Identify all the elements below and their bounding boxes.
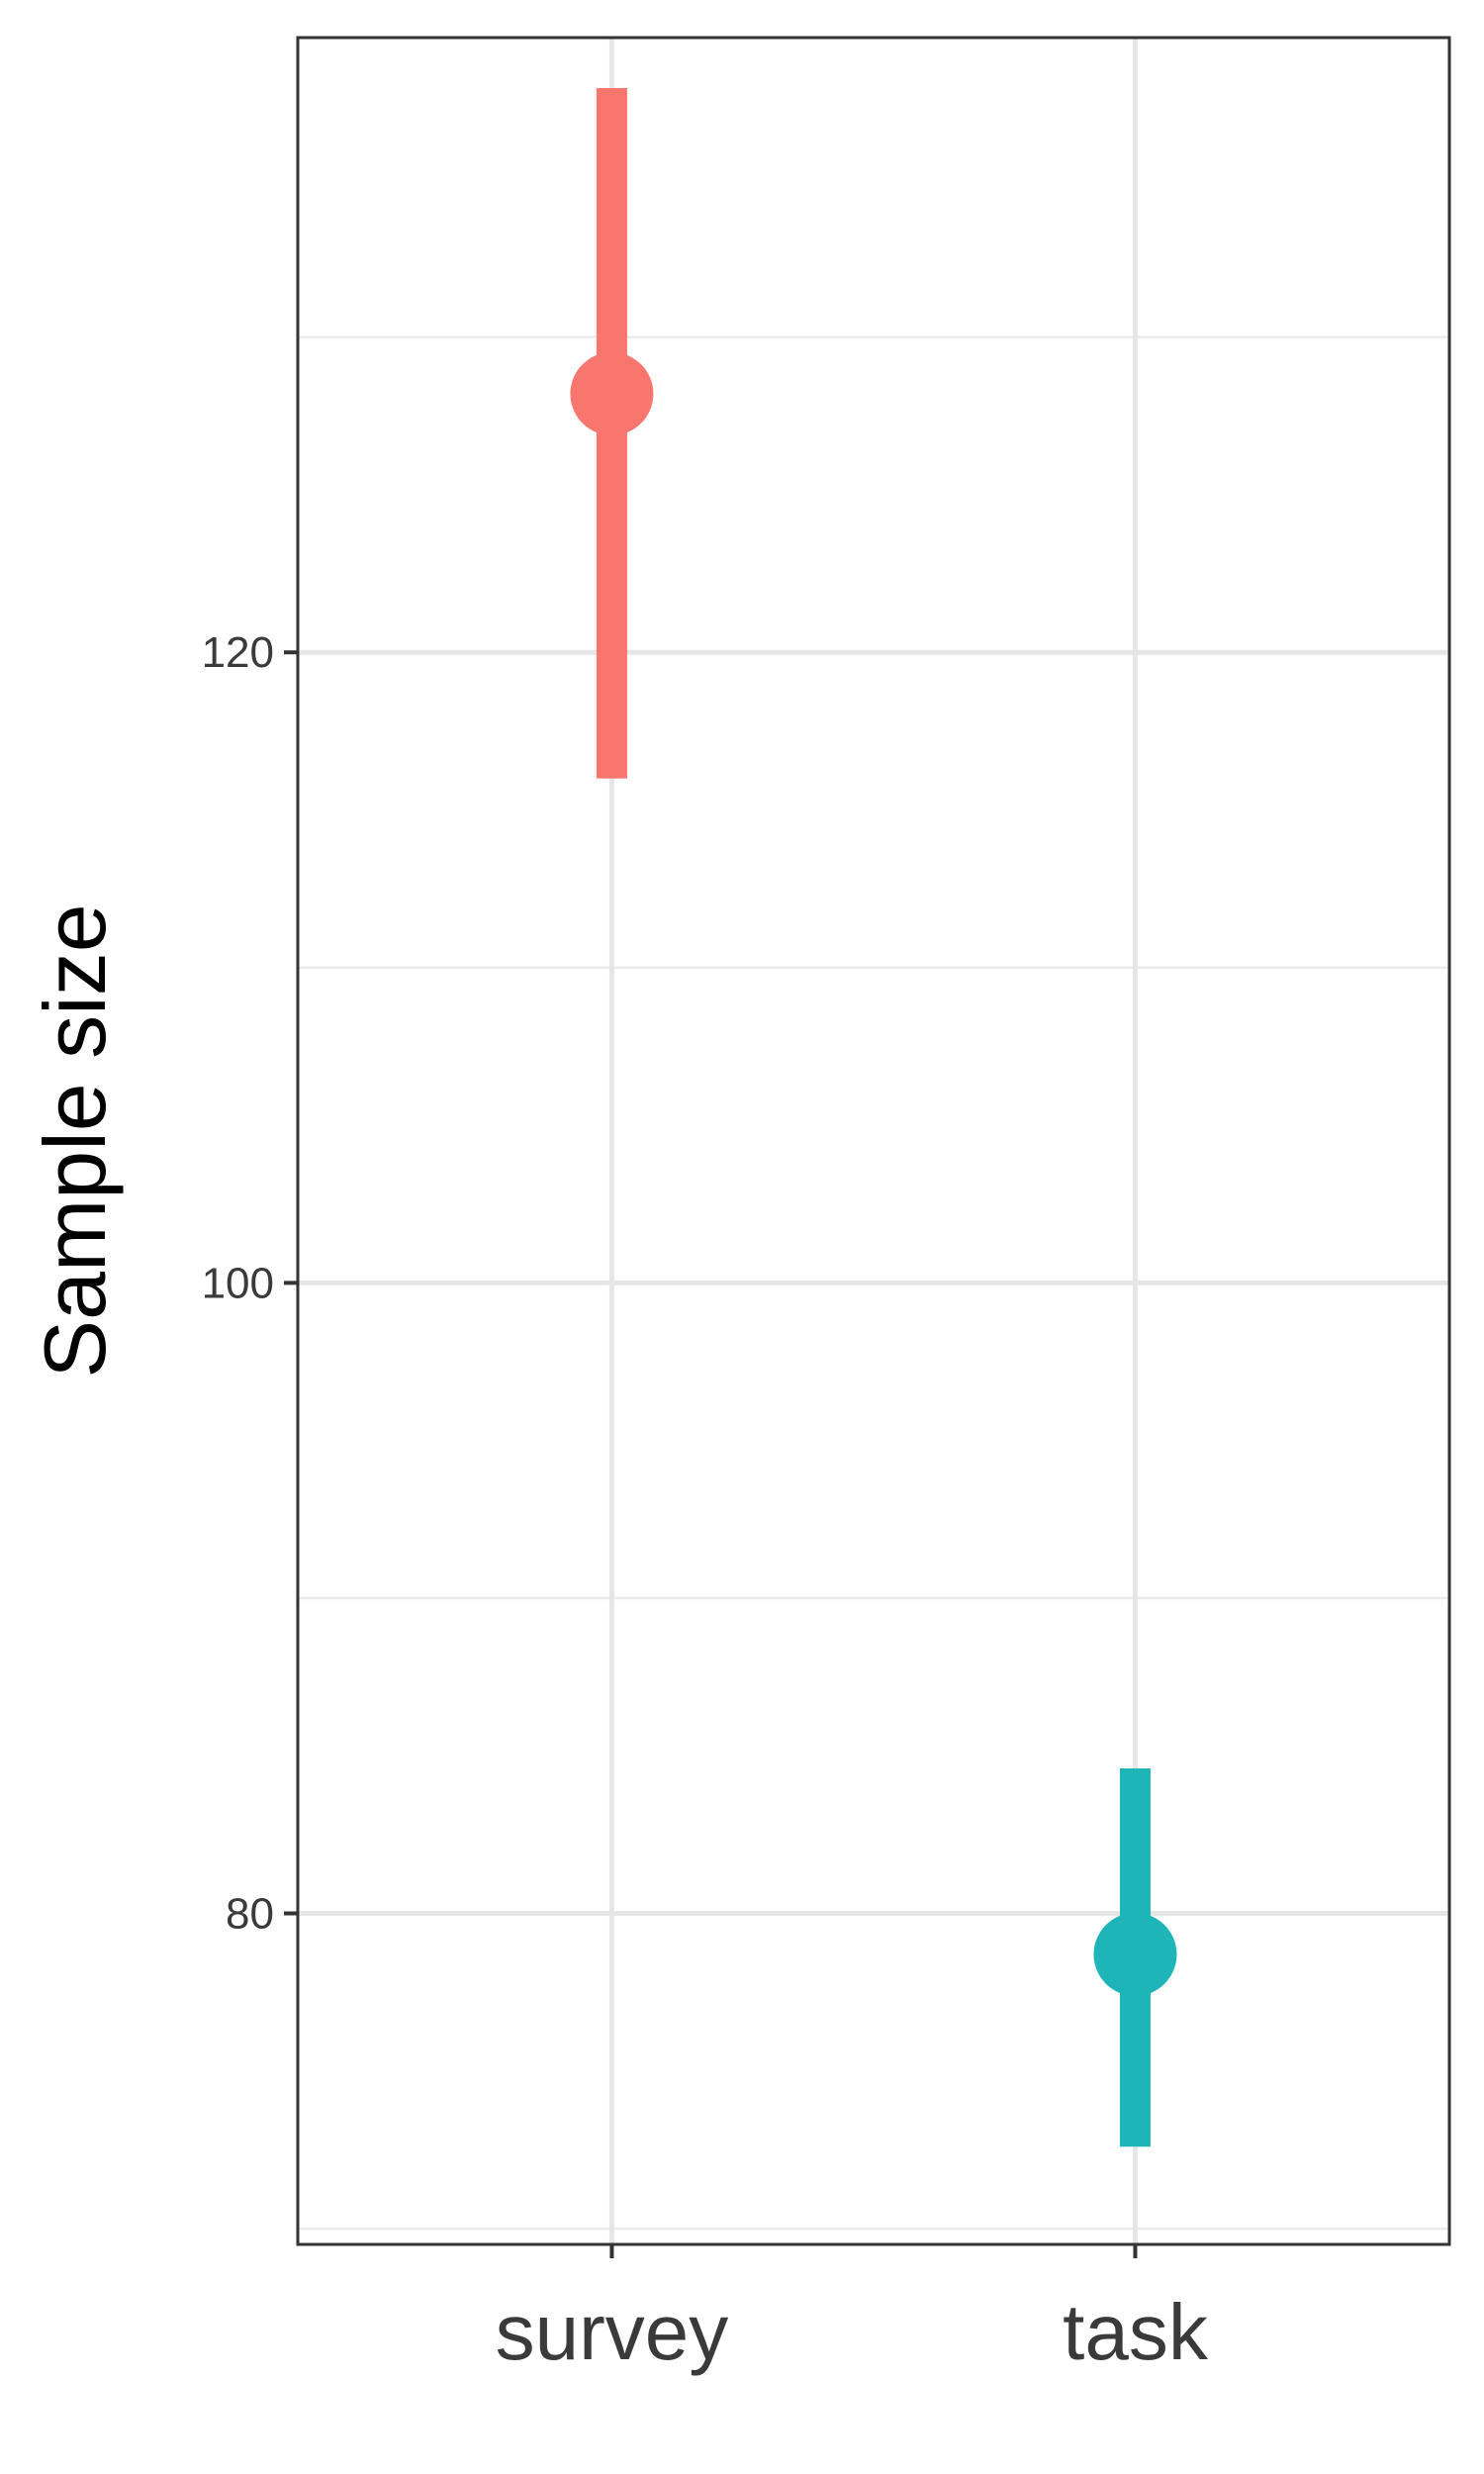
y-tick-label: 120 — [202, 628, 274, 677]
plot-border — [296, 36, 1451, 2246]
point-survey — [570, 351, 654, 435]
x-tick-label: survey — [496, 2288, 729, 2376]
plot-panel — [298, 38, 1449, 2244]
axes-layer: 80 100 120 survey task — [202, 628, 1209, 2376]
marks-layer — [570, 87, 1177, 2147]
x-tick-label: task — [1063, 2288, 1209, 2376]
y-tick-label: 80 — [226, 1890, 274, 1939]
y-tick-label: 100 — [202, 1259, 274, 1307]
point-task — [1093, 1912, 1177, 1996]
y-axis-title: Sample size — [26, 904, 124, 1378]
